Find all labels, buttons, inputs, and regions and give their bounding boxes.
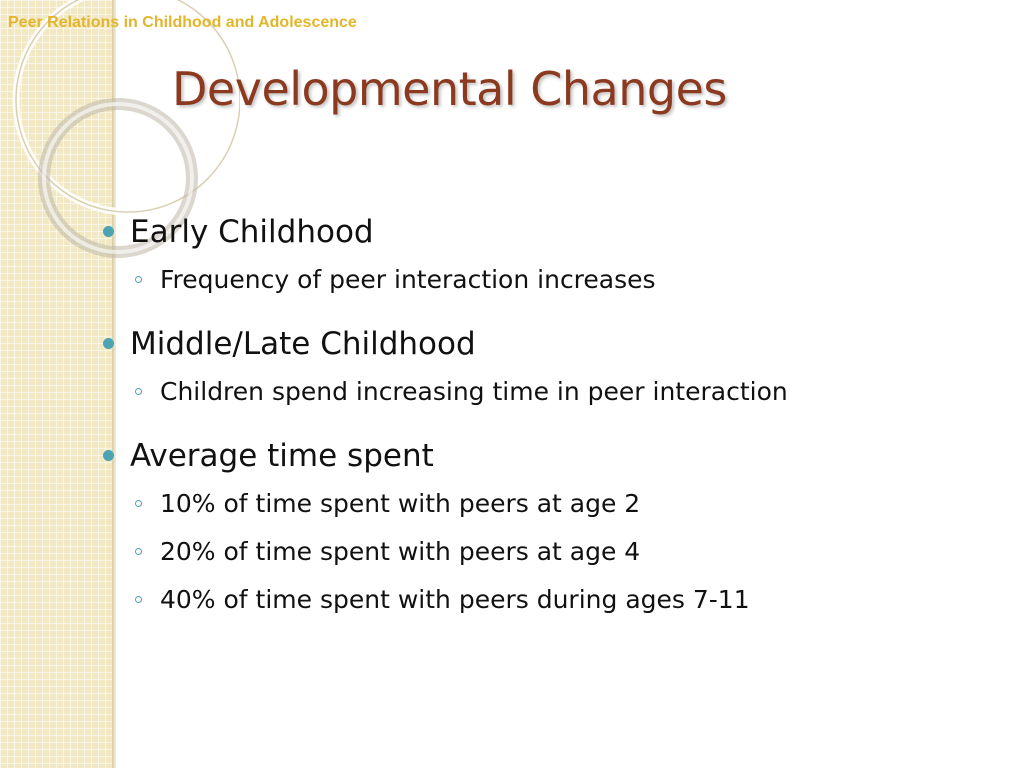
slide-title: Developmental Changes [172, 62, 727, 116]
bullet-label: Middle/Late Childhood [130, 326, 476, 362]
decorative-circles [12, 0, 240, 258]
sub-bullet-item: 40% of time spent with peers during ages… [100, 576, 1000, 624]
sub-bullet-item: Frequency of peer interaction increases [100, 256, 1000, 304]
sub-bullet-label: 20% of time spent with peers at age 4 [160, 537, 641, 566]
bullet-list: Early Childhood Frequency of peer intera… [100, 208, 1000, 640]
sub-bullet-ring-icon [135, 388, 142, 395]
header-text: Peer Relations in Childhood and Adolesce… [8, 14, 357, 31]
bullet-item: Middle/Late Childhood [100, 320, 1000, 368]
bullet-dot-icon [103, 450, 114, 461]
bullet-item: Early Childhood [100, 208, 1000, 256]
sub-bullet-label: 40% of time spent with peers during ages… [160, 585, 750, 614]
sub-bullet-item: Children spend increasing time in peer i… [100, 368, 1000, 416]
sub-bullet-item: 10% of time spent with peers at age 2 [100, 480, 1000, 528]
sub-bullet-ring-icon [135, 500, 142, 507]
sub-bullet-ring-icon [135, 596, 142, 603]
bullet-dot-icon [103, 226, 114, 237]
bullet-group: Early Childhood Frequency of peer intera… [100, 208, 1000, 304]
sub-bullet-label: Children spend increasing time in peer i… [160, 377, 788, 406]
sub-bullet-label: 10% of time spent with peers at age 2 [160, 489, 641, 518]
sub-bullet-item: 20% of time spent with peers at age 4 [100, 528, 1000, 576]
bullet-dot-icon [103, 338, 114, 349]
sub-bullet-ring-icon [135, 276, 142, 283]
sub-bullet-ring-icon [135, 548, 142, 555]
bullet-item: Average time spent [100, 432, 1000, 480]
bullet-group: Average time spent 10% of time spent wit… [100, 432, 1000, 624]
sub-bullet-label: Frequency of peer interaction increases [160, 265, 656, 294]
bullet-label: Early Childhood [130, 214, 374, 250]
bullet-group: Middle/Late Childhood Children spend inc… [100, 320, 1000, 416]
bullet-label: Average time spent [130, 438, 434, 474]
band-edge [112, 0, 116, 768]
